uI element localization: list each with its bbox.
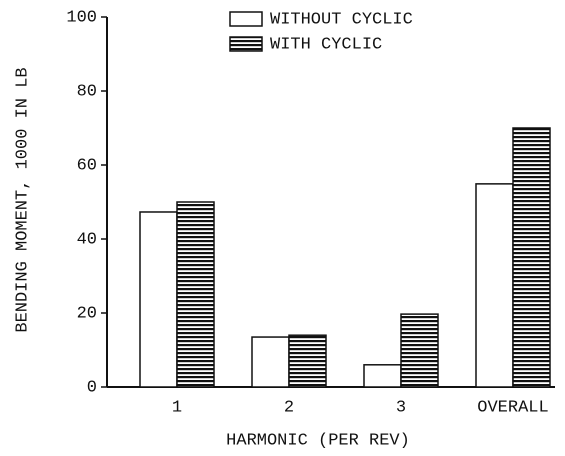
y-tick-label: 100: [66, 8, 97, 27]
y-axis-label: BENDING MOMENT, 1000 IN LB: [13, 67, 32, 332]
y-tick-label: 80: [77, 82, 97, 101]
x-tick-label: 2: [284, 398, 294, 417]
x-tick-label: 3: [396, 398, 406, 417]
legend-label: WITHOUT CYCLIC: [270, 10, 413, 29]
y-tick-label: 60: [77, 156, 97, 175]
x-tick-label: OVERALL: [477, 398, 548, 417]
bar: [512, 127, 551, 388]
legend-label: WITH CYCLIC: [270, 35, 382, 54]
bar: [363, 364, 402, 388]
bar: [400, 313, 439, 388]
y-tick-label: 20: [77, 304, 97, 323]
legend-swatch: [229, 11, 263, 27]
bar: [288, 334, 327, 388]
bar: [176, 201, 215, 388]
x-tick-label: 1: [172, 398, 182, 417]
y-tick-label: 0: [87, 378, 97, 397]
y-tick-label: 40: [77, 230, 97, 249]
bar: [251, 336, 290, 388]
x-axis-label: HARMONIC (PER REV): [226, 431, 410, 450]
bar: [475, 183, 514, 388]
legend-swatch: [229, 36, 263, 52]
bar: [139, 211, 178, 388]
